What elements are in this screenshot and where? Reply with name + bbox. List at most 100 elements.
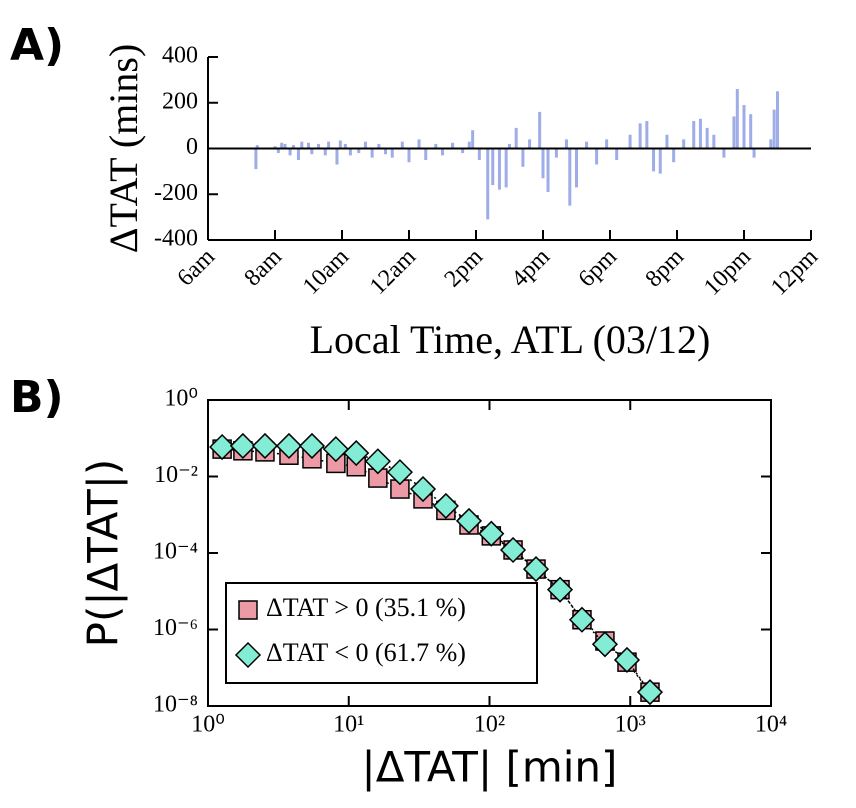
y-tick-label: 10⁻² [154,462,198,488]
bar [461,148,465,154]
legend-label: ΔTAT > 0 (35.1 %) [266,593,466,622]
bar [638,123,642,149]
diamond-marker [499,536,527,564]
x-tick-label: 8pm [641,244,690,293]
panel-label: A) [10,20,64,71]
bar [504,148,508,188]
bar [307,142,310,149]
diamond-marker [409,475,437,503]
bar [434,143,438,149]
bar [538,111,542,149]
bar [546,148,550,192]
bar [477,148,481,160]
diamond-marker [591,631,619,658]
bar [568,148,572,206]
bar [377,143,381,149]
y-tick-label: -200 [154,180,198,206]
x-tick-label: 10¹ [333,712,364,738]
bar [370,148,374,158]
bar [273,146,277,149]
bar [280,142,284,149]
x-axis-label: Local Time, ATL (03/12) [310,317,711,362]
x-tick-label: 10pm [699,244,756,301]
bar [772,109,776,149]
diamond-marker [432,492,459,519]
panel-label: B) [10,372,64,423]
diamond-marker [343,440,370,467]
y-tick-label: 10⁻⁶ [153,615,198,641]
bar [363,141,367,149]
y-tick-label: 0 [186,134,198,160]
bar [742,105,746,149]
bar [310,148,314,155]
diamond-marker [229,432,256,459]
bar [752,148,756,158]
bar [486,148,490,220]
x-tick-label: 10am [298,244,354,300]
diamond-marker [613,646,641,674]
bar [508,143,511,149]
bar [348,148,352,156]
bar [564,139,568,149]
diamond-marker [386,459,413,486]
bar [712,134,716,149]
bar [541,148,545,179]
legend-label: ΔTAT < 0 (61.7 %) [266,638,466,667]
diamond-marker [251,432,279,459]
diamond-marker [636,679,664,706]
x-tick-label: 12am [365,244,421,300]
diamond-marker [234,641,262,669]
bar [575,148,578,188]
bar [317,143,321,149]
y-tick-label: -400 [154,226,198,252]
x-tick-label: 4pm [507,244,556,293]
x-axis-label: |ΔTAT| [min] [362,743,618,792]
bar [276,148,280,154]
x-tick-label: 10³ [615,712,646,738]
y-axis-label: P(|ΔTAT|) [79,459,128,648]
x-tick-label: 10² [474,712,505,738]
diamond-marker [568,606,596,633]
bar [735,89,739,149]
y-tick-label: 10⁰ [164,386,198,412]
bar [749,114,753,149]
diamond-marker [522,556,550,583]
bar [407,148,411,163]
diamond-marker [455,507,483,534]
bar [705,127,709,149]
bar [384,148,388,155]
bar [335,148,339,165]
bar [338,140,342,149]
x-tick-label: 2pm [440,244,489,293]
bar [417,139,421,149]
x-tick-label: 6pm [574,244,623,293]
bar [672,148,676,163]
bar [722,148,726,158]
bar [288,148,292,156]
bar [776,91,779,149]
bar [585,141,589,149]
y-tick-label: 10⁻⁴ [153,539,198,565]
bar [451,142,455,149]
diamond-marker [478,520,505,547]
bar [692,121,696,149]
bar [491,148,495,186]
bar [291,145,295,149]
bar [698,118,702,149]
bar [769,139,773,149]
bar [323,148,327,156]
y-axis-label: ΔTAT (mins) [101,44,146,254]
bar [343,143,347,149]
diamond-marker [209,433,236,461]
bar [296,148,300,160]
square-marker [238,600,258,620]
diamond-marker [364,448,391,475]
bar [528,139,532,149]
bar [732,116,736,149]
diamond-marker [275,432,303,459]
bar [628,134,632,149]
bar [471,130,475,149]
bar [595,148,599,165]
y-tick-label: 400 [162,43,198,69]
